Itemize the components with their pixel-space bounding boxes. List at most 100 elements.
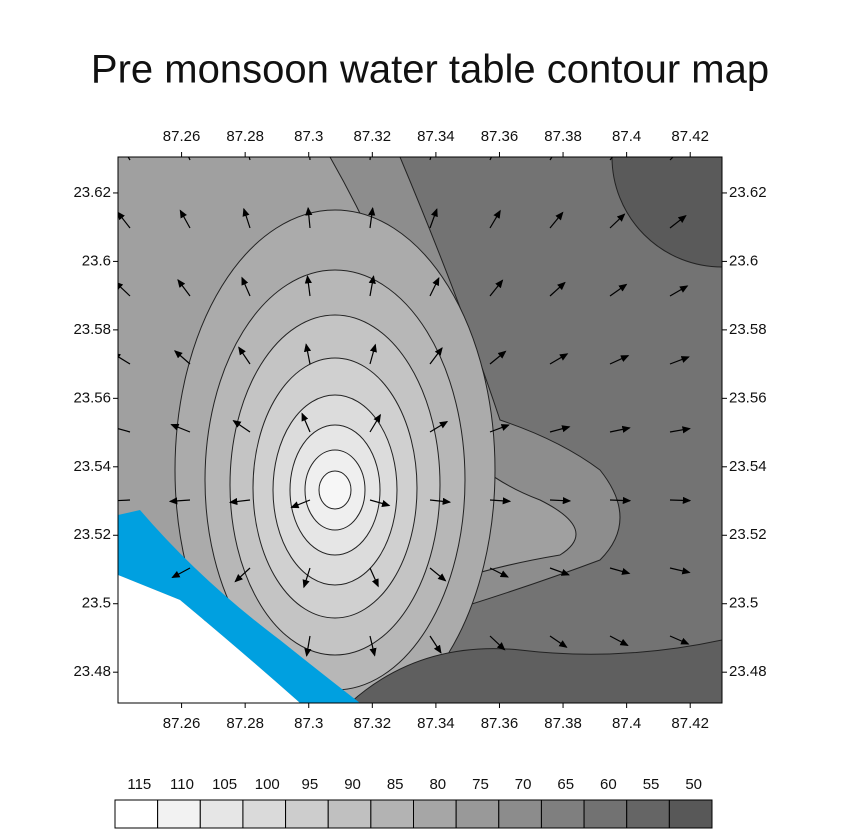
legend-label: 50 — [685, 776, 702, 793]
y-tick-label-left: 23.52 — [73, 526, 111, 543]
legend-label: 85 — [387, 776, 404, 793]
legend-swatch — [370, 799, 415, 829]
x-tick-label-top: 87.26 — [163, 128, 201, 145]
flow-arrow — [241, 276, 251, 297]
flow-arrow — [368, 206, 376, 229]
flow-arrow — [118, 499, 131, 502]
flow-arrow — [609, 283, 628, 297]
flow-arrow — [242, 207, 251, 229]
flow-arrow — [549, 353, 569, 365]
legend-label: 80 — [429, 776, 446, 793]
x-tick-label-bottom: 87.36 — [481, 715, 519, 732]
legend-swatch — [327, 799, 372, 829]
flow-arrow — [232, 420, 251, 433]
flow-arrow — [669, 426, 691, 434]
legend-label: 100 — [255, 776, 280, 793]
y-tick-label-left: 23.62 — [73, 184, 111, 201]
flow-arrow — [669, 214, 687, 229]
y-tick-label-right: 23.52 — [729, 526, 767, 543]
plot-frame — [117, 156, 723, 704]
flow-arrow — [549, 281, 566, 297]
legend-swatch — [413, 799, 457, 829]
title: Pre monsoon water table contour map — [91, 48, 769, 92]
flow-arrow — [549, 425, 571, 433]
y-tick-label-right: 23.56 — [729, 389, 767, 406]
y-tick-label-right: 23.62 — [729, 184, 767, 201]
flow-arrow — [429, 420, 449, 433]
y-tick-label-left: 23.6 — [82, 252, 111, 269]
flow-arrow — [179, 209, 191, 229]
flow-arrow — [609, 635, 629, 646]
x-tick-label-bottom: 87.42 — [671, 715, 709, 732]
contour-field — [118, 157, 722, 703]
y-tick-label-left: 23.5 — [82, 595, 111, 612]
legend-label: 110 — [170, 776, 194, 793]
flow-arrow — [489, 350, 507, 365]
flow-arrow — [429, 567, 447, 582]
legend-swatch — [114, 799, 159, 829]
y-tick-label-right: 23.48 — [729, 663, 767, 680]
legend-label: 60 — [600, 776, 617, 793]
flow-arrow — [489, 497, 512, 505]
legend-swatch — [199, 799, 244, 829]
flow-arrow — [369, 499, 391, 507]
flow-arrow — [549, 496, 572, 505]
legend-label: 65 — [557, 776, 574, 793]
flow-arrow — [429, 276, 440, 297]
flow-arrow — [173, 350, 191, 365]
x-tick-label-bottom: 87.32 — [354, 715, 392, 732]
flow-arrow — [429, 347, 443, 365]
y-tick-label-left: 23.56 — [73, 389, 111, 406]
flow-arrow — [669, 356, 690, 365]
x-tick-label-top: 87.32 — [354, 128, 392, 145]
flow-arrow — [118, 281, 131, 297]
flow-arrow — [489, 635, 506, 651]
y-tick-label-left: 23.54 — [73, 458, 111, 475]
flow-arrow — [118, 211, 131, 229]
y-tick-label-right: 23.6 — [729, 252, 758, 269]
flow-arrow — [669, 567, 691, 575]
flow-arrow — [368, 275, 376, 297]
flow-arrow — [549, 567, 570, 576]
flow-arrow — [429, 208, 438, 229]
y-tick-label-left: 23.58 — [73, 321, 111, 338]
flow-arrow — [609, 213, 626, 229]
flow-arrow — [234, 567, 251, 583]
x-tick-label-bottom: 87.4 — [612, 715, 641, 732]
x-tick-label-bottom: 87.28 — [226, 715, 264, 732]
flow-arrow — [549, 211, 564, 229]
flow-arrow — [290, 499, 311, 509]
flow-arrow — [489, 209, 501, 229]
legend-swatch — [285, 799, 329, 829]
legend-swatch — [498, 799, 542, 829]
flow-arrow — [669, 496, 692, 504]
legend-swatch — [668, 799, 713, 829]
flow-arrow — [669, 157, 674, 161]
axes: 87.26 87.26 87.28 87.28 87.3 87.3 87.32 87.32 87… — [73, 128, 766, 732]
flow-arrow — [305, 206, 313, 229]
x-tick-label-top: 87.4 — [612, 128, 641, 145]
flow-arrow — [171, 567, 191, 579]
x-tick-label-top: 87.42 — [671, 128, 709, 145]
flow-arrow — [170, 423, 191, 433]
flow-arrow — [669, 285, 689, 297]
legend-label: 55 — [643, 776, 660, 793]
flow-arrow — [118, 425, 131, 433]
flow-arrow — [609, 425, 631, 433]
x-tick-label-top: 87.38 — [544, 128, 582, 145]
flow-arrow — [369, 635, 377, 657]
x-tick-label-bottom: 87.26 — [163, 715, 201, 732]
x-tick-label-bottom: 87.3 — [294, 715, 323, 732]
flow-arrow — [669, 635, 690, 645]
flow-arrow — [303, 343, 312, 365]
legend: 115 110 105 100 95 90 85 80 75 70 65 60 55 50 — [114, 776, 713, 829]
flow-arrow — [609, 355, 630, 365]
x-tick-label-bottom: 87.38 — [544, 715, 582, 732]
flow-arrow — [177, 279, 191, 297]
flow-arrow — [168, 497, 191, 505]
flow-arrow — [609, 567, 631, 575]
x-tick-label-bottom: 87.34 — [417, 715, 455, 732]
legend-label: 105 — [212, 776, 237, 793]
flow-arrow — [429, 635, 442, 654]
